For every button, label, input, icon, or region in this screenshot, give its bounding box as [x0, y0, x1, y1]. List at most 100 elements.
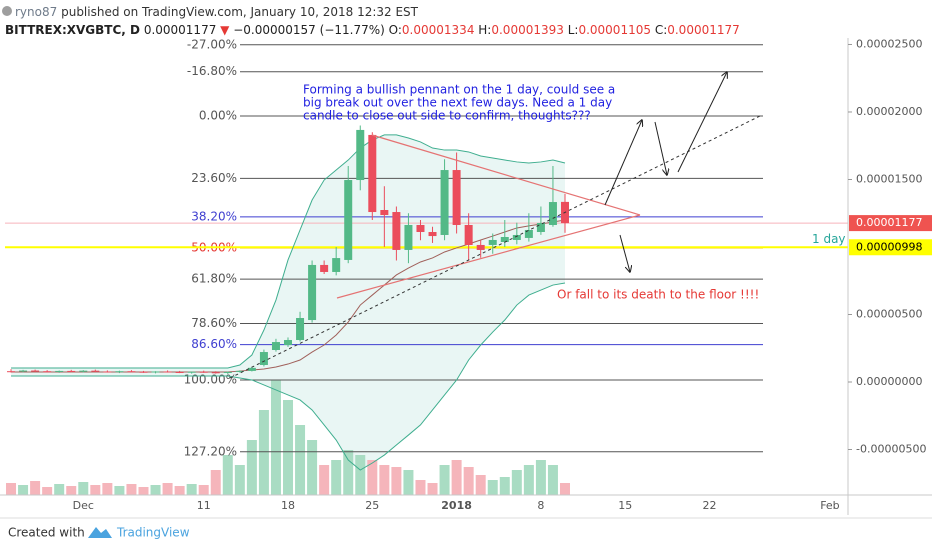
bb-lower: [11, 282, 566, 471]
annotation: Or fall to its death to the floor !!!!: [557, 288, 759, 302]
logo: [88, 527, 112, 538]
volume-bar: [102, 483, 113, 495]
volume-bar: [295, 425, 306, 495]
volume-bar: [391, 467, 402, 495]
candle-body: [368, 134, 377, 213]
volume-bar: [30, 481, 41, 495]
fib-label: 86.60%: [191, 337, 237, 351]
candle-body: [67, 370, 76, 372]
volume-bar: [66, 486, 77, 495]
y-tick-label: 0.00001500: [856, 172, 922, 185]
candle-body: [139, 371, 148, 373]
candle-body: [488, 239, 497, 245]
volume-bar: [379, 465, 390, 495]
candle-body: [428, 232, 437, 237]
volume-bar: [547, 465, 558, 495]
volume-bar: [150, 485, 161, 495]
plot: -27.00%-16.80%0.00%23.60%38.20%50.00%61.…: [5, 37, 848, 495]
x-tick-label: 22: [703, 499, 717, 512]
volume-bar: [523, 465, 534, 495]
volume-bar: [355, 455, 366, 495]
candle-body: [452, 170, 461, 225]
arrow: [677, 72, 727, 173]
candle-body: [344, 180, 353, 260]
c-key: C:: [655, 23, 667, 37]
candle-body: [404, 224, 413, 250]
candle-body: [392, 212, 401, 250]
bb-middle: [11, 219, 566, 373]
volume-bar: [210, 470, 221, 495]
candle-body: [464, 224, 473, 245]
h-value: 0.00001393: [491, 23, 564, 37]
volume-bar: [78, 482, 89, 495]
last-price-marker: [849, 215, 932, 232]
volume-bar: [559, 483, 570, 495]
brand[interactable]: TradingView: [116, 526, 190, 540]
volume-bar: [42, 487, 53, 495]
candle-body: [380, 209, 389, 215]
x-tick-label: 18: [281, 499, 295, 512]
volume-bar: [234, 465, 245, 495]
fib-label: 0.00%: [199, 109, 237, 123]
volume-bar: [186, 484, 197, 495]
change: −0.00000157 (−11.77%): [233, 23, 385, 37]
x-tick-label: 8: [537, 499, 544, 512]
candle-body: [524, 229, 533, 238]
fib-label: -27.00%: [187, 37, 237, 51]
candle-body: [440, 170, 449, 235]
candle-body: [91, 370, 100, 372]
candle-body: [296, 318, 305, 341]
fib-label: 100.00%: [184, 372, 237, 386]
volume-bar: [18, 485, 29, 495]
fib-label: 78.60%: [191, 316, 237, 330]
candle-body: [536, 222, 545, 233]
created-with: Created with: [8, 526, 85, 540]
volume-bar: [246, 440, 257, 495]
avatar: [2, 6, 12, 16]
l-key: L:: [568, 23, 579, 37]
candle-body: [284, 340, 293, 346]
candle-body: [271, 342, 280, 351]
candle-body: [500, 237, 509, 242]
candle-body: [115, 371, 124, 373]
candle-body: [175, 372, 184, 374]
x-tick-label: Feb: [820, 499, 839, 512]
fib-label: -16.80%: [187, 64, 237, 78]
x-tick-label: 15: [618, 499, 632, 512]
band-fill: [11, 134, 565, 471]
volume-bar: [487, 480, 498, 495]
candle-body: [7, 371, 16, 373]
candle-body: [259, 352, 268, 365]
candle-body: [151, 371, 160, 373]
volume-bar: [126, 484, 137, 495]
header: ryno87 published on TradingView.com, Jan…: [2, 5, 740, 37]
candle-body: [199, 371, 208, 373]
arrow: [654, 121, 667, 175]
volume-bar: [535, 460, 546, 495]
l-value: 0.00001105: [578, 23, 651, 37]
volume-bar: [174, 486, 185, 495]
candle-body: [127, 371, 136, 373]
candle-body: [79, 370, 88, 372]
alert-marker: [849, 239, 932, 256]
candle-body: [416, 224, 425, 233]
annotation: big break out over the next few days. Ne…: [303, 96, 612, 110]
symbol-line: BITTREX:XVGBTC, D 0.00001177 ▼ −0.000001…: [5, 23, 740, 37]
candle-body: [211, 372, 220, 374]
volume-bar: [90, 485, 101, 495]
candle-body: [235, 370, 244, 373]
axes: 0.00000998 0.00001177 0.00002500 0.00002000…: [0, 37, 932, 519]
volume-bar: [343, 450, 354, 495]
candle-body: [332, 258, 341, 272]
candle-body: [476, 244, 485, 250]
y-tick-label: -0.00000500: [856, 443, 926, 456]
c-value: 0.00001177: [667, 23, 740, 37]
volume-bar: [415, 480, 426, 495]
volume-bar: [511, 470, 522, 495]
fib-label: 127.20%: [184, 444, 237, 458]
volume-bar: [283, 400, 294, 495]
x-tick-label: 2018: [441, 499, 472, 512]
volume-bar: [475, 475, 486, 495]
volume-bar: [258, 410, 269, 495]
